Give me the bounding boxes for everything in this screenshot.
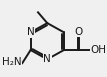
Text: O: O — [74, 27, 82, 37]
Text: H₂N: H₂N — [2, 57, 21, 67]
Text: OH: OH — [90, 45, 106, 55]
Text: N: N — [27, 27, 34, 37]
Text: N: N — [43, 54, 51, 64]
